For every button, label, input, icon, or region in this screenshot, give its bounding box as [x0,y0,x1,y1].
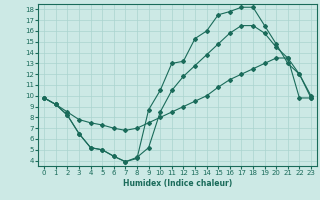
X-axis label: Humidex (Indice chaleur): Humidex (Indice chaleur) [123,179,232,188]
